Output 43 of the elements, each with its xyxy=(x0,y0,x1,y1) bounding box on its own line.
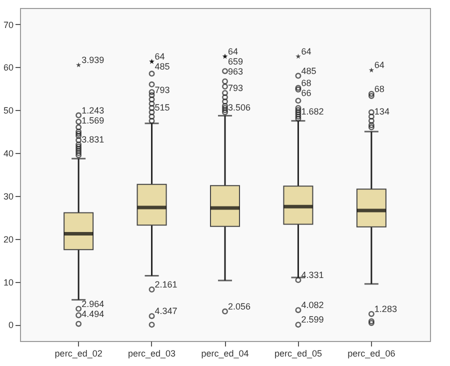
annotation: 659 xyxy=(228,56,244,66)
annotation: 4.331 xyxy=(301,270,324,280)
annotation: 66 xyxy=(301,88,312,98)
annotation: 1.682 xyxy=(301,106,324,117)
annotation: 64 xyxy=(228,46,238,56)
annotation: 515 xyxy=(154,102,170,112)
y-tick-label: 30 xyxy=(3,191,14,202)
annotation: 4.494 xyxy=(82,308,104,319)
annotation: 64 xyxy=(374,60,384,70)
annotation: 485 xyxy=(301,66,316,76)
y-tick-label: 10 xyxy=(3,277,14,288)
annotation: 963 xyxy=(228,66,244,76)
annotation: 3.506 xyxy=(228,102,251,112)
annotation: 3.831 xyxy=(82,134,104,144)
y-tick-label: 70 xyxy=(3,20,14,30)
annotation: 2.964 xyxy=(82,298,104,309)
x-tick-label: perc_ed_02 xyxy=(54,348,102,358)
annotation: 4.347 xyxy=(154,306,178,316)
annotation: 2.161 xyxy=(154,280,178,290)
annotation: 2.056 xyxy=(228,301,251,312)
annotation: 485 xyxy=(154,62,170,72)
annotation: 68 xyxy=(374,84,384,94)
annotation: 4.082 xyxy=(301,300,324,310)
y-tick-label: 50 xyxy=(3,106,14,116)
annotation: 64 xyxy=(301,46,312,56)
annotation: 68 xyxy=(301,78,312,88)
annotation: 1.283 xyxy=(374,304,397,314)
annotation: 3.939 xyxy=(82,55,104,66)
annotation: 134 xyxy=(374,106,390,117)
x-tick-label: perc_ed_03 xyxy=(128,348,176,358)
annotation: 1.243 xyxy=(82,105,104,116)
y-tick-label: 40 xyxy=(3,148,14,159)
y-tick-label: 20 xyxy=(3,234,14,244)
annotation: 793 xyxy=(228,82,244,93)
x-tick-label: perc_ed_06 xyxy=(348,348,396,358)
y-tick-label: 0 xyxy=(8,320,14,330)
annotation: 793 xyxy=(154,85,170,96)
y-tick-label: 60 xyxy=(3,62,14,73)
x-tick-label: perc_ed_05 xyxy=(274,348,322,358)
annotation: 64 xyxy=(154,52,165,62)
x-tick-label: perc_ed_04 xyxy=(201,348,249,358)
annotation: 2.599 xyxy=(301,314,324,325)
annotation: 1.569 xyxy=(82,115,104,126)
